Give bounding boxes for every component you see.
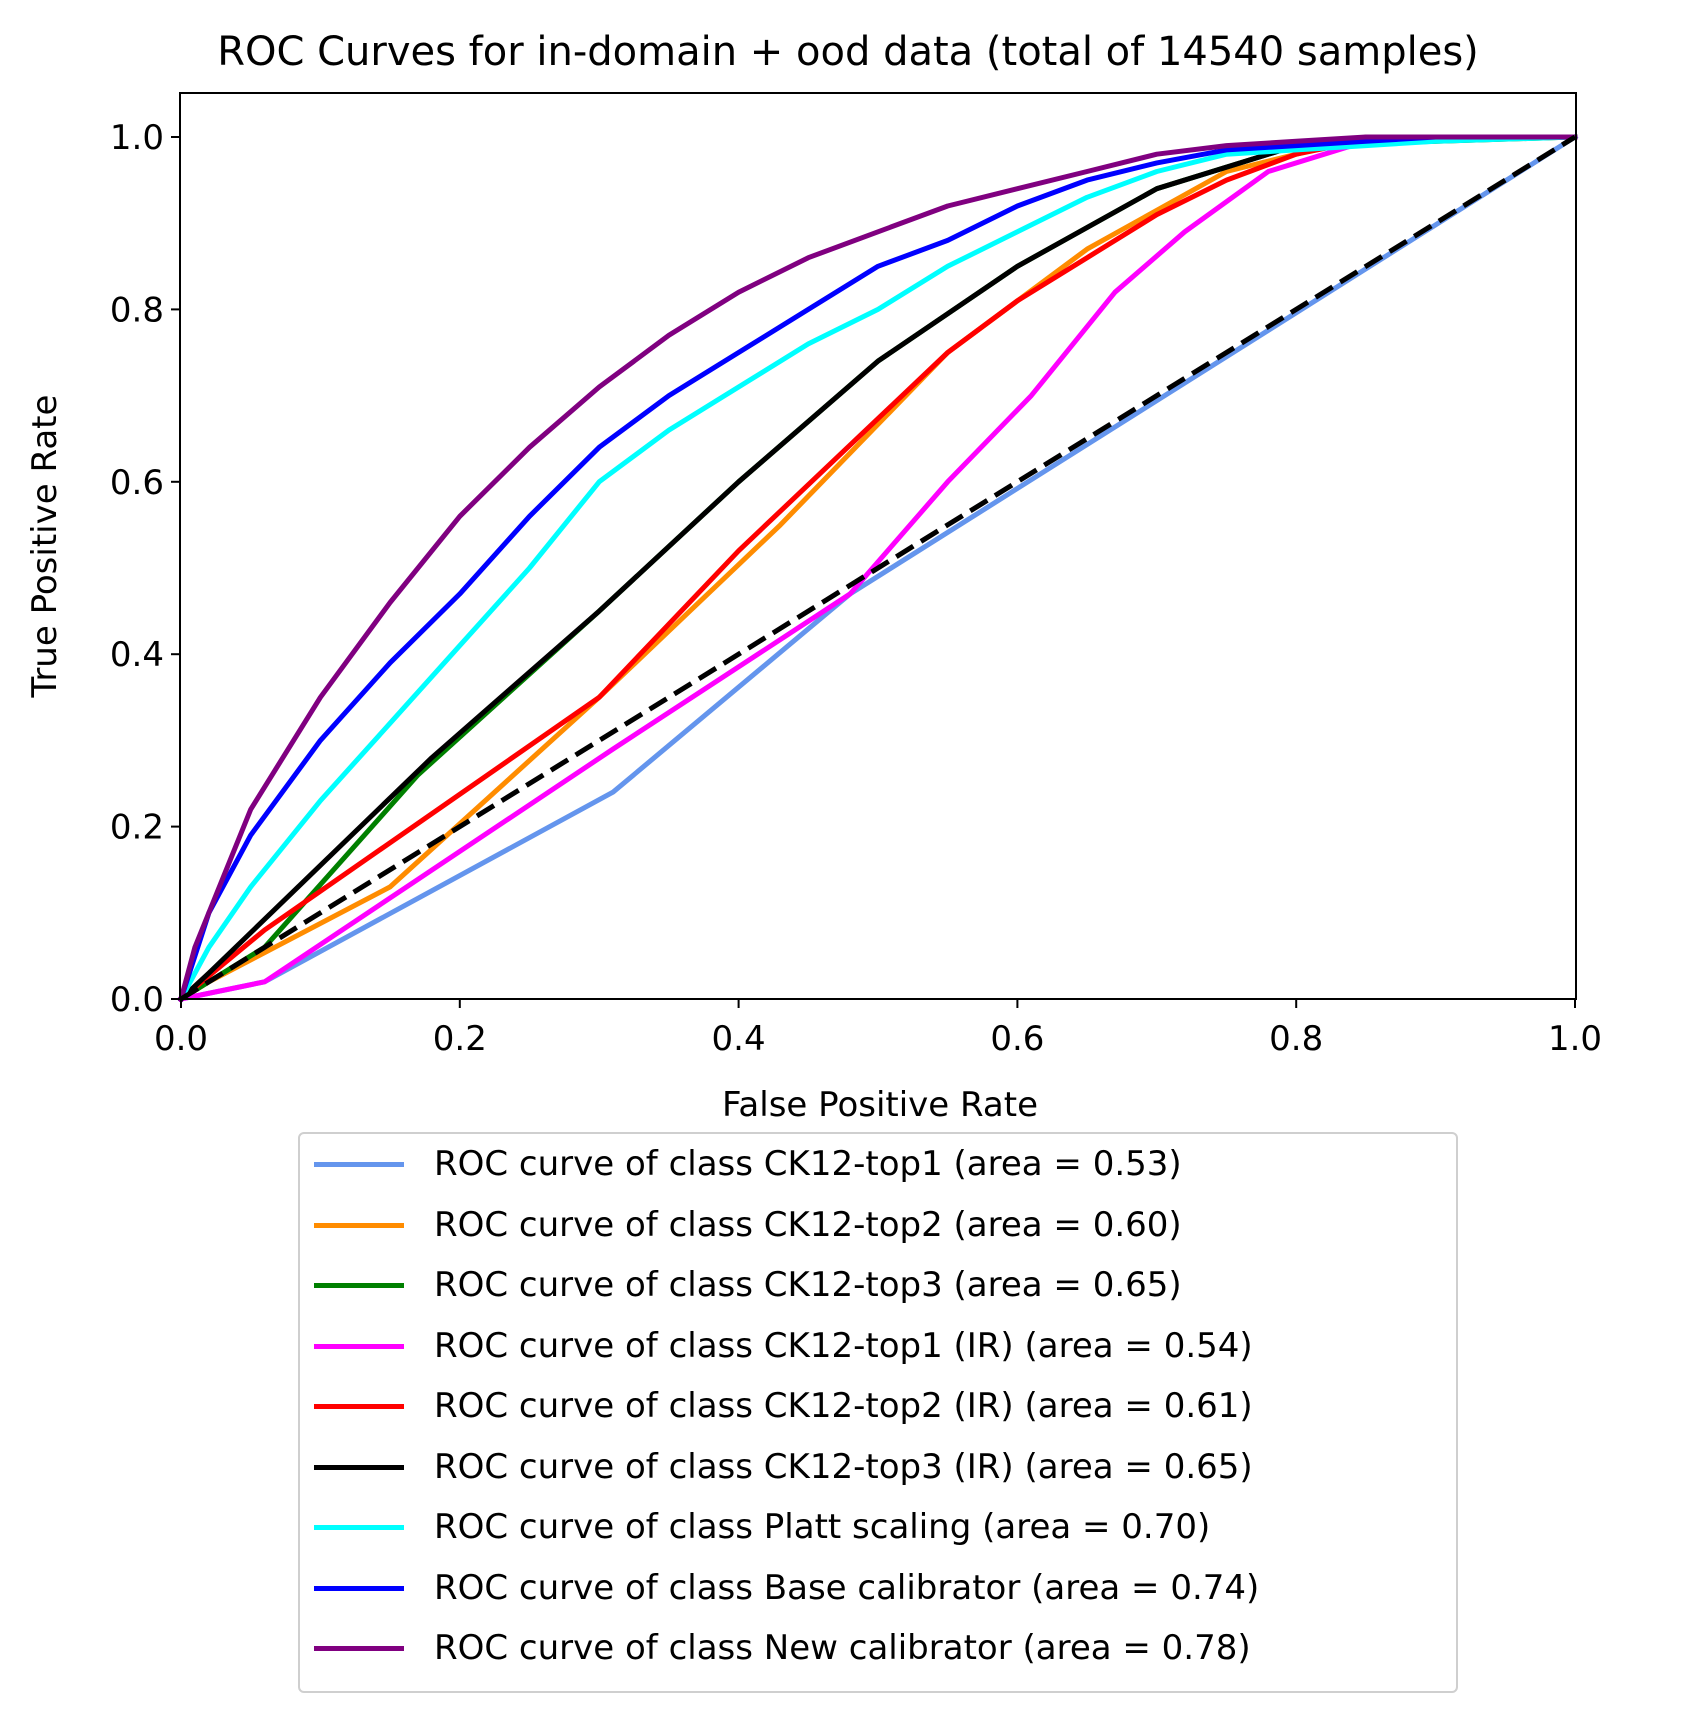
legend-swatch: [314, 1222, 404, 1228]
series-line-7: [177, 134, 1578, 1003]
legend-swatch: [314, 1343, 404, 1349]
legend-swatch: [314, 1464, 404, 1470]
legend-item: ROC curve of class CK12-top3 (area = 0.6…: [300, 1265, 1456, 1305]
legend-swatch: [314, 1525, 404, 1530]
legend-label: ROC curve of class CK12-top1 (IR) (area …: [434, 1325, 1253, 1366]
legend-item: ROC curve of class CK12-top2 (area = 0.6…: [300, 1205, 1456, 1245]
legend-label: ROC curve of class CK12-top3 (area = 0.6…: [434, 1265, 1182, 1305]
legend-swatch: [314, 1646, 404, 1651]
chart-title: ROC Curves for in-domain + ood data (tot…: [217, 29, 1479, 75]
legend-label: ROC curve of class Platt scaling (area =…: [434, 1507, 1211, 1547]
legend-label: ROC curve of class CK12-top2 (area = 0.6…: [434, 1204, 1182, 1245]
y-tick-label: 0.6: [110, 463, 164, 503]
legend-label: ROC curve of class CK12-top3 (IR) (area …: [434, 1446, 1253, 1487]
legend: ROC curve of class CK12-top1 (area = 0.5…: [298, 1132, 1458, 1693]
legend-item: ROC curve of class CK12-top1 (area = 0.5…: [300, 1144, 1456, 1184]
x-tick-label: 0.8: [1269, 1019, 1323, 1059]
series-line-9: [177, 134, 1578, 1003]
x-tick-label: 0.0: [154, 1019, 208, 1059]
x-tick-label: 1.0: [1548, 1019, 1602, 1059]
series-line-8: [177, 134, 1578, 1003]
y-tick-label: 0.0: [110, 980, 164, 1020]
legend-swatch: [314, 1162, 404, 1167]
x-tick-label: 0.4: [712, 1019, 766, 1059]
x-tick-label: 0.2: [433, 1019, 487, 1059]
y-tick-label: 0.8: [110, 290, 164, 330]
legend-label: ROC curve of class Base calibrator (area…: [434, 1567, 1260, 1608]
legend-item: ROC curve of class CK12-top3 (IR) (area …: [300, 1447, 1456, 1487]
legend-label: ROC curve of class CK12-top1 (area = 0.5…: [434, 1144, 1182, 1184]
legend-item: ROC curve of class Base calibrator (area…: [300, 1568, 1456, 1608]
legend-label: ROC curve of class CK12-top2 (IR) (area …: [434, 1386, 1253, 1426]
legend-item: ROC curve of class New calibrator (area …: [300, 1628, 1456, 1668]
y-tick-label: 1.0: [110, 118, 164, 158]
legend-swatch: [314, 1404, 404, 1409]
series-line-4: [178, 134, 1578, 1002]
legend-item: ROC curve of class CK12-top1 (IR) (area …: [300, 1326, 1456, 1366]
y-tick-label: 0.2: [110, 808, 164, 848]
legend-swatch: [314, 1283, 404, 1288]
legend-swatch: [314, 1585, 404, 1591]
legend-item: ROC curve of class CK12-top2 (IR) (area …: [300, 1386, 1456, 1426]
legend-item: ROC curve of class Platt scaling (area =…: [300, 1507, 1456, 1547]
chance-line: [179, 134, 1577, 1002]
plot-frame: [179, 92, 1577, 1000]
x-tick-label: 0.6: [990, 1019, 1044, 1059]
y-tick-label: 0.4: [110, 635, 164, 675]
legend-label: ROC curve of class New calibrator (area …: [434, 1628, 1251, 1668]
x-axis-label: False Positive Rate: [722, 1085, 1038, 1125]
y-axis-label: True Positive Rate: [25, 395, 65, 699]
